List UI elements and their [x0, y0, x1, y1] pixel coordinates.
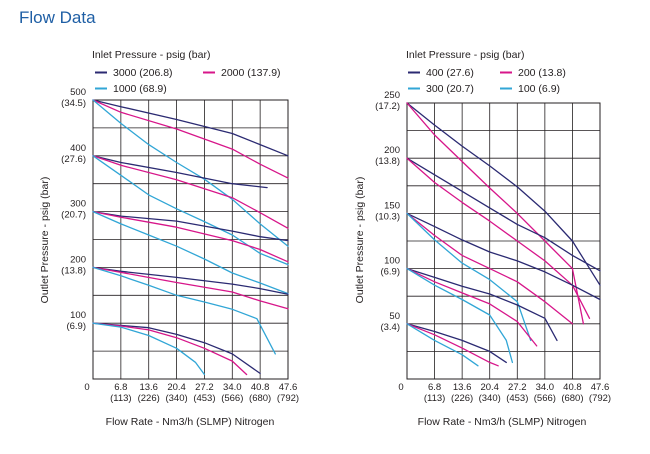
x-tick-label: 20.4 [480, 382, 499, 393]
legend-label: 400 (27.6) [426, 67, 474, 79]
series-line [406, 212, 601, 301]
y-tick-sublabel: (6.9) [380, 267, 400, 278]
x-axis-label: Flow Rate - Nm3/h (SLMP) Nitrogen [418, 416, 587, 428]
x-tick-label: 6.8 [428, 382, 441, 393]
x-tick-label: 34.0 [223, 382, 242, 393]
y-tick-sublabel: (17.2) [375, 101, 400, 112]
x-tick-label: 34.0 [536, 382, 555, 393]
series-line [406, 323, 507, 364]
legend-label: 300 (20.7) [426, 83, 474, 95]
plot-frame [92, 99, 289, 380]
x-tick-sublabel: (566) [534, 393, 556, 404]
x-tick-label: 40.8 [563, 382, 582, 393]
x-tick-label: 40.8 [251, 382, 270, 393]
x-tick-sublabel: (453) [193, 393, 215, 404]
y-tick-label: 250 [384, 90, 400, 101]
chart-1: 0 6.8(113) 13.6(226) 20.4(340) 27.2(453) 34.0… [39, 49, 299, 428]
x-tick-sublabel: (792) [589, 393, 611, 404]
y-tick-sublabel: (10.3) [375, 211, 400, 222]
chart-2: 0 6.8(113) 13.6(226) 20.4(340) 27.2(453) 34.0… [354, 49, 611, 428]
x-tick-sublabel: (113) [110, 393, 131, 404]
legend-label: 1000 (68.9) [113, 83, 167, 95]
series-line [92, 266, 289, 310]
x-tick-sublabel: (226) [138, 393, 160, 404]
x-tick-sublabel: (566) [221, 393, 243, 404]
legend-label: 200 (13.8) [518, 67, 566, 79]
y-axis-label: Outlet Pressure - psig (bar) [39, 177, 51, 304]
y-tick-label: 200 [384, 145, 400, 156]
series-line [92, 99, 289, 247]
y-tick-label: 150 [384, 200, 400, 211]
series-line [92, 210, 289, 263]
x-tick-sublabel: (792) [277, 393, 299, 404]
legend-title: Inlet Pressure - psig (bar) [92, 49, 210, 61]
legend-label: 100 (6.9) [518, 83, 560, 95]
series-line [406, 267, 538, 347]
x-tick-label: 20.4 [167, 382, 186, 393]
series-line [406, 323, 479, 367]
y-tick-label: 100 [70, 310, 86, 321]
y-axis-label: Outlet Pressure - psig (bar) [354, 177, 366, 304]
plot-frame [406, 102, 601, 380]
x-tick-label: 13.6 [453, 382, 472, 393]
y-tick-sublabel: (6.9) [66, 321, 86, 332]
x-tick-sublabel: (340) [479, 393, 501, 404]
x-tick-sublabel: (680) [561, 393, 583, 404]
series-line [92, 99, 289, 179]
series-line [406, 212, 532, 342]
series-line [92, 210, 289, 295]
x-tick-sublabel: (113) [424, 393, 445, 404]
series-line [92, 155, 289, 266]
series-line [406, 157, 591, 319]
series-line [406, 323, 499, 367]
y-tick-sublabel: (13.8) [375, 156, 400, 167]
series-line [406, 102, 585, 325]
series-line [406, 267, 514, 364]
series-line [92, 266, 276, 355]
series-line [406, 102, 601, 286]
x-tick-label: 6.8 [114, 382, 127, 393]
x-tick-sublabel: (340) [165, 393, 187, 404]
legend-label: 2000 (137.9) [221, 67, 281, 79]
y-tick-sublabel: (3.4) [380, 322, 400, 333]
series-line [92, 99, 289, 157]
x-tick-label: 0 [84, 382, 89, 393]
x-axis-label: Flow Rate - Nm3/h (SLMP) Nitrogen [106, 416, 275, 428]
series-line [92, 155, 289, 229]
y-tick-sublabel: (34.5) [61, 98, 86, 109]
series-line [92, 266, 289, 295]
y-tick-sublabel: (20.7) [61, 210, 86, 221]
x-tick-label: 13.6 [139, 382, 158, 393]
x-tick-sublabel: (453) [506, 393, 528, 404]
x-tick-label: 27.2 [508, 382, 527, 393]
legend-title: Inlet Pressure - psig (bar) [406, 49, 524, 61]
grid [92, 99, 289, 380]
y-tick-label: 100 [384, 256, 400, 267]
y-tick-label: 50 [389, 311, 400, 322]
series-line [92, 155, 268, 189]
x-tick-label: 27.2 [195, 382, 214, 393]
page-title: Flow Data [19, 8, 96, 27]
y-tick-label: 300 [70, 199, 86, 210]
y-tick-sublabel: (13.8) [61, 265, 86, 276]
legend-label: 3000 (206.8) [113, 67, 173, 79]
x-tick-label: 0 [398, 382, 403, 393]
x-tick-sublabel: (226) [451, 393, 473, 404]
series-line [92, 210, 289, 242]
x-tick-sublabel: (680) [249, 393, 271, 404]
series-line [92, 322, 206, 376]
x-tick-label: 47.6 [591, 382, 610, 393]
y-tick-label: 400 [70, 143, 86, 154]
y-tick-label: 500 [70, 87, 86, 98]
series-line [406, 157, 601, 272]
y-tick-label: 200 [70, 254, 86, 265]
y-tick-sublabel: (27.6) [61, 154, 86, 165]
series-line [406, 212, 574, 325]
x-tick-label: 47.6 [279, 382, 298, 393]
series-line [406, 267, 558, 342]
series-line [92, 322, 248, 376]
